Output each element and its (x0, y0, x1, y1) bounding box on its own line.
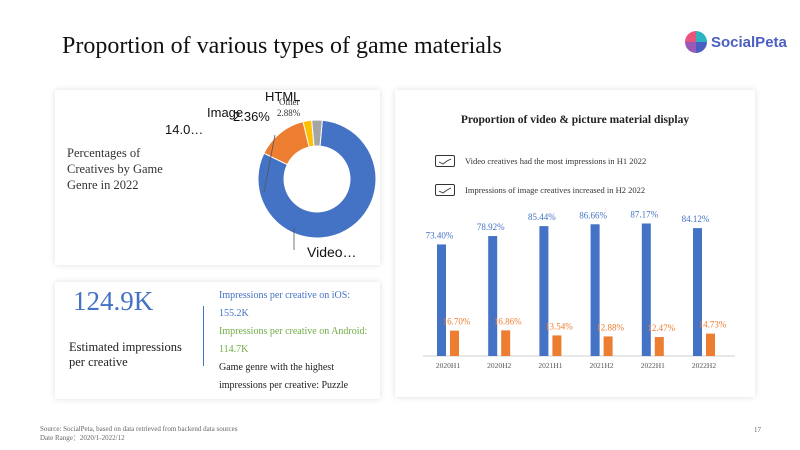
page-number: 17 (754, 426, 761, 434)
donut-slice-video (257, 119, 377, 239)
android-value: 114.7K (219, 344, 249, 355)
bar-video (539, 226, 549, 356)
bar-video (590, 224, 600, 356)
image-label-1: Image (207, 105, 243, 120)
bar-data-label: 12.47% (647, 323, 675, 333)
other-label-2: 2.88% (277, 108, 301, 118)
stats-divider (203, 306, 204, 366)
bar-data-label: 14.73% (699, 320, 727, 330)
bar-video (437, 244, 446, 356)
x-tick-label: 2021H2 (590, 361, 614, 370)
bar-image (552, 335, 562, 356)
bar-data-label: 87.17% (630, 210, 658, 220)
bar-video (693, 228, 702, 356)
x-tick-label: 2020H2 (487, 361, 511, 370)
chart-icon (435, 155, 455, 167)
ios-value: 155.2K (219, 308, 249, 319)
footer-source: Source: SocialPeta, based on data retrie… (40, 425, 238, 433)
footer-date-range: Date Range：2020/1-2022/12 (40, 434, 125, 442)
html-label-2: 2.36% (233, 109, 270, 124)
bar-video (488, 236, 498, 356)
est-label-line: Estimated impressions (69, 340, 182, 354)
chart-icon (435, 184, 455, 196)
donut-caption-line: Percentages of (67, 146, 141, 160)
bar-data-label: 73.40% (426, 230, 454, 240)
donut-caption-line: Genre in 2022 (67, 178, 139, 192)
x-tick-label: 2020H1 (436, 361, 460, 370)
x-tick-label: 2022H2 (692, 361, 716, 370)
bar-data-label: 12.88% (596, 322, 624, 332)
bar-video (641, 223, 651, 356)
genre-donut-panel: Percentages of Creatives by Game Genre i… (55, 90, 380, 265)
genre-donut-chart: HTML Image 2.36% 14.0… Other 2.88% Video… (165, 90, 377, 260)
bar-image (706, 333, 715, 356)
bar-data-label: 84.12% (682, 214, 710, 224)
bar-data-label: 13.54% (545, 321, 573, 331)
android-label: Impressions per creative on Android: (219, 326, 368, 337)
legend-text: Impressions of image creatives increased… (465, 185, 646, 195)
legend-item-video: Video creatives had the most impressions… (435, 155, 646, 167)
bar-image (654, 337, 664, 356)
bar-image (450, 330, 459, 356)
logo-text: SocialPeta (711, 33, 787, 51)
genre-line-1: Game genre with the highest (219, 362, 334, 373)
donut-slice-other (311, 119, 323, 147)
donut-caption: Percentages of Creatives by Game Genre i… (67, 145, 187, 193)
x-tick-label: 2021H1 (538, 361, 562, 370)
est-label-line: per creative (69, 355, 128, 369)
estimated-impressions-value: 124.9K (73, 286, 154, 316)
page-title: Proportion of various types of game mate… (62, 33, 502, 59)
genre-line-2: impressions per creative: Puzzle (219, 380, 349, 391)
donut-caption-line: Creatives by Game (67, 162, 163, 176)
x-tick-label: 2022H1 (641, 361, 665, 370)
socialpeta-logo-icon (685, 31, 707, 53)
bar-image (501, 330, 511, 356)
video-image-bar-chart: 73.40% 16.70% 2020H1 78.92% 16.86% 2020H2 85.4… (423, 210, 735, 370)
footer-source-note: Source: SocialPeta, based on data retrie… (40, 425, 237, 443)
bar-data-label: 85.44% (528, 212, 556, 222)
bar-image (603, 336, 613, 356)
html-label-1: HTML (265, 90, 300, 104)
bar-data-label: 86.66% (579, 210, 607, 220)
other-label-1: Other (279, 97, 300, 107)
legend-item-image: Impressions of image creatives increased… (435, 184, 645, 196)
ios-label: Impressions per creative on iOS: (219, 290, 351, 301)
video-image-bar-panel: Proportion of video & picture material d… (395, 90, 755, 397)
image-label-2: 14.0… (165, 122, 203, 137)
bar-data-label: 16.86% (494, 316, 522, 326)
bar-data-label: 78.92% (477, 222, 505, 232)
video-leader-line (263, 134, 276, 193)
estimated-impressions-label: Estimated impressions per creative (69, 340, 209, 370)
video-label: Video… (307, 244, 357, 260)
bar-chart-title: Proportion of video & picture material d… (460, 114, 690, 126)
legend-text: Video creatives had the most impressions… (465, 156, 647, 166)
bar-data-label: 16.70% (443, 317, 471, 327)
impressions-stats-panel: 124.9K Estimated impressions per creativ… (55, 282, 380, 399)
socialpeta-logo: SocialPeta (684, 30, 787, 54)
